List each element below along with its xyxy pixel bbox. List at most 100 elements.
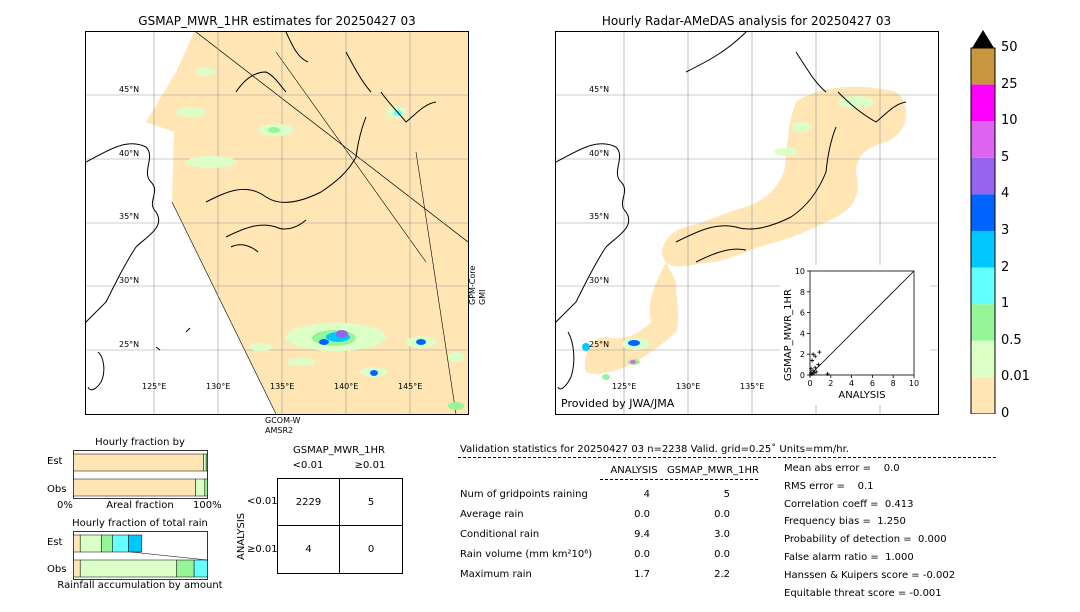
- left-rain: [176, 68, 464, 410]
- colorbar-segment: [971, 340, 995, 378]
- swath-edge: [171, 201, 277, 414]
- colorbar-tick-label: 5: [1001, 149, 1010, 165]
- colorbar-tick-label: 25: [1001, 76, 1018, 92]
- left-map-svg: [86, 32, 468, 414]
- scatter-point: [813, 365, 818, 370]
- right-lon-125: 125°E: [612, 382, 637, 391]
- occ-bar-segment: [203, 453, 207, 472]
- colorbar-segment: [971, 377, 995, 414]
- scatter-x-tick-label: 4: [849, 379, 854, 388]
- rain-obs-label: Obs: [47, 564, 67, 575]
- sensor-bottom-label: GCOM-W AMSR2: [265, 416, 300, 436]
- rain-bar-segment: [79, 534, 102, 553]
- scatter-x-tick-label: 2: [828, 379, 833, 388]
- val-row-analysis: 9.4: [634, 529, 650, 540]
- occ-bar-segment: [204, 478, 208, 497]
- left-coastline: [86, 32, 437, 391]
- cont-cell-10: 4: [278, 526, 340, 573]
- sensor-bottom-line2: AMSR2: [265, 426, 294, 435]
- left-lat-25: 25°N: [119, 340, 140, 349]
- left-lat-45: 45°N: [119, 85, 140, 94]
- val-row-label: Average rain: [460, 509, 524, 520]
- colorbar-tick-label: 50: [1001, 40, 1018, 55]
- occ-bar-segment: [205, 453, 208, 472]
- scatter-point: [825, 371, 830, 376]
- val-row-analysis: 1.7: [634, 569, 650, 580]
- occ-svg: [73, 450, 208, 499]
- scatter-ylabel: GSMAP_MWR_1HR: [783, 289, 794, 381]
- val-row-label: Rain volume (mm km²10⁶): [460, 549, 593, 560]
- colorbar-tick-label: 10: [1001, 113, 1018, 129]
- sensor-bottom-line1: GCOM-W: [265, 416, 301, 425]
- rain-bar-segment: [128, 534, 143, 553]
- val-score: Hanssen & Kuipers score = -0.002: [784, 569, 956, 581]
- left-lon-135: 135°E: [270, 382, 295, 391]
- rain-est-label: Est: [47, 537, 63, 548]
- scatter-x-tick-label: 10: [909, 379, 919, 388]
- rain-bar-segment: [79, 559, 177, 578]
- scatter-xlabel: ANALYSIS: [838, 390, 885, 401]
- rain-bar-segment: [193, 559, 208, 578]
- colorbar-segment: [971, 304, 995, 341]
- colorbar-segment: [971, 231, 995, 268]
- rain-bar-segment: [176, 559, 195, 578]
- rain-taper-line: [130, 551, 208, 561]
- scatter-point: [814, 369, 819, 374]
- colorbar-tick-label: 3: [1001, 223, 1010, 238]
- val-score: RMS error = 0.1: [784, 480, 874, 492]
- right-lat-25: 25°N: [589, 340, 610, 349]
- scatter-point: [810, 358, 815, 363]
- sensor-right-line1: GPM-Core: [468, 265, 477, 305]
- right-lat-45: 45°N: [589, 85, 610, 94]
- left-map-title: GSMAP_MWR_1HR estimates for 20250427 03: [138, 14, 416, 28]
- val-header-rule: [458, 457, 996, 458]
- scatter-y-tick-label: 2: [800, 350, 805, 359]
- val-row-label: Conditional rain: [460, 529, 540, 540]
- scatter-svg: 0 2 4 6 8 10 0 2 4 6 8 10 ANALYSIS GSMAP_MWR_1HR: [783, 267, 919, 401]
- right-map-title: Hourly Radar-AMeDAS analysis for 2025042…: [601, 14, 892, 28]
- colorbar-tick-label: 1: [1001, 296, 1010, 312]
- scatter-diagonal: [809, 270, 915, 376]
- val-col-gsmap: GSMAP_MWR_1HR: [667, 465, 759, 476]
- cont-title: GSMAP_MWR_1HR: [293, 445, 385, 456]
- colorbar-tick-label: 2: [1001, 259, 1010, 275]
- scatter-point: [816, 362, 821, 367]
- cont-col-0: <0.01: [292, 460, 324, 471]
- scatter-point: [812, 370, 817, 375]
- colorbar-segment: [971, 194, 995, 231]
- right-map-svg: [556, 32, 938, 414]
- occ-x-right: 100%: [193, 500, 222, 511]
- val-col-rule: [600, 479, 758, 480]
- left-lon-130: 130°E: [206, 382, 231, 391]
- scatter-y-tick-label: 6: [800, 309, 805, 318]
- occ-xlabel: Areal fraction: [106, 500, 174, 511]
- colorbar-segment: [971, 157, 995, 195]
- scatter-x-tick-label: 8: [891, 379, 896, 388]
- val-score: Frequency bias = 1.250: [784, 516, 906, 528]
- val-score: Equitable threat score = -0.001: [784, 587, 942, 599]
- right-lat-40: 40°N: [589, 149, 610, 158]
- rain-svg: [73, 531, 208, 580]
- cont-cell-01: 5: [340, 479, 402, 526]
- scatter-point: [810, 371, 815, 376]
- cont-row-0: <0.01: [247, 496, 278, 507]
- left-grid: [86, 32, 468, 414]
- val-row-analysis: 4: [643, 489, 650, 500]
- val-row-gsmap: 3.0: [714, 529, 730, 540]
- right-grid: [556, 32, 938, 414]
- scatter-x-tick-label: 0: [807, 379, 812, 388]
- scatter-inset: 0 2 4 6 8 10 0 2 4 6 8 10 ANALYSIS GSMAP_MWR_1HR: [780, 265, 930, 405]
- right-map-panel: [555, 31, 939, 415]
- right-coverage: [584, 86, 907, 374]
- val-row-gsmap: 5: [723, 489, 730, 500]
- swath-edge: [415, 151, 457, 414]
- colorbar-segment: [971, 267, 995, 305]
- scatter-y-tick-label: 8: [800, 288, 805, 297]
- cont-side-label: ANALYSIS: [236, 512, 247, 560]
- left-lon-125: 125°E: [142, 382, 167, 391]
- colorbar-segment: [971, 48, 995, 85]
- val-row-gsmap: 2.2: [714, 569, 730, 580]
- left-lon-140: 140°E: [334, 382, 359, 391]
- occ-est-label: Est: [47, 456, 63, 467]
- occ-bar-segment: [73, 478, 196, 497]
